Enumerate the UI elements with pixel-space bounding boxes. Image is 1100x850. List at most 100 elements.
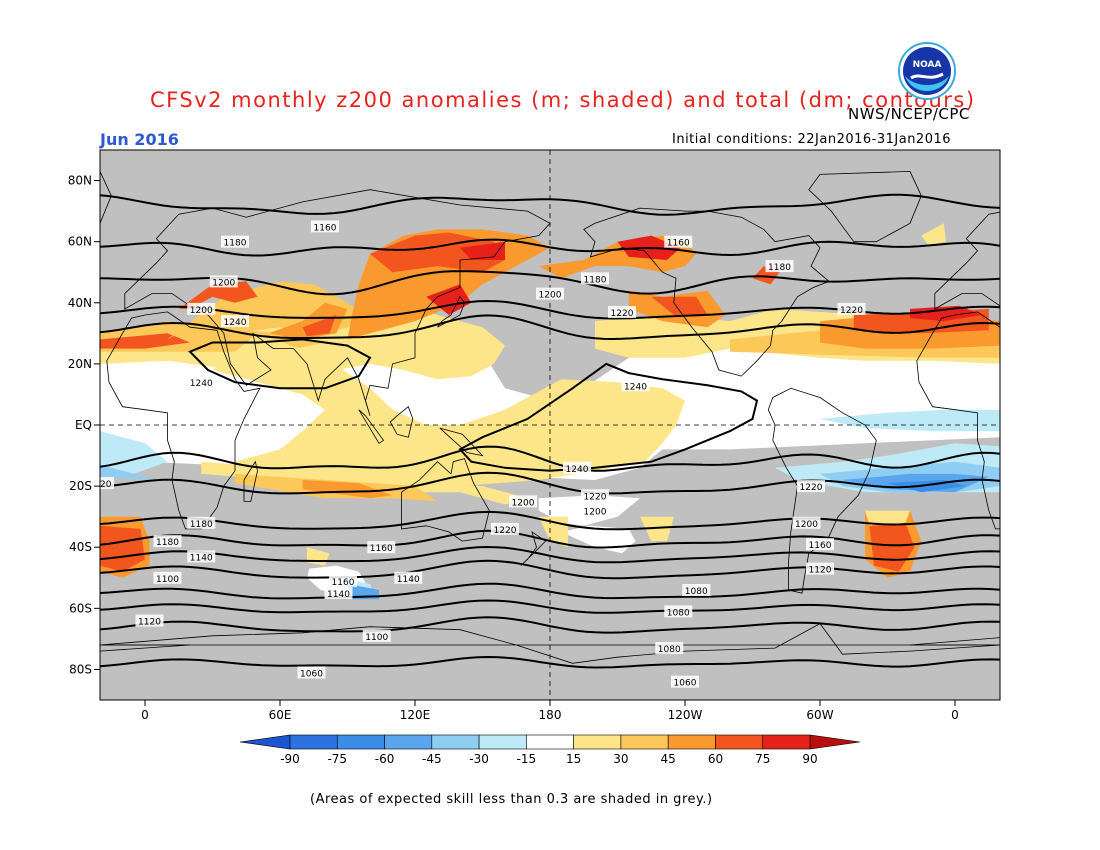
greenland-yellow-spot	[921, 223, 946, 245]
contour-label-background	[221, 315, 249, 328]
south-atlantic-yellow	[865, 510, 910, 526]
contour-label-background	[806, 538, 834, 551]
x-tick-label: 0	[951, 708, 959, 722]
africa-mid-blue	[100, 464, 157, 480]
new-zealand-coastline	[520, 530, 547, 566]
contour-label-background	[367, 541, 396, 554]
contour-label: 1080	[685, 587, 708, 597]
siberia-red-region	[370, 232, 505, 273]
x-tick-label: 120W	[668, 708, 703, 722]
contour-label-background	[329, 574, 357, 587]
atlantic-dark-red	[910, 305, 982, 322]
colorbar-swatch	[620, 734, 669, 750]
contour-label: 1220	[584, 492, 607, 502]
contour-label-background	[581, 504, 609, 517]
colorbar-swatch	[667, 734, 716, 750]
contour-label-background	[581, 489, 609, 502]
contour-label: 1060	[674, 679, 697, 689]
colorbar-swatch	[762, 734, 811, 750]
equatorial-atlantic-blue	[820, 409, 1000, 432]
contour-label: 1220	[611, 309, 634, 319]
europe-red-spot	[178, 281, 258, 309]
contour-label: 1220	[89, 480, 112, 490]
colorbar-swatch	[573, 734, 622, 750]
contour-label-background	[837, 302, 866, 315]
new-guinea-coastline	[439, 427, 484, 457]
y-tick-label: EQ	[75, 418, 92, 432]
contour-label-background	[187, 302, 216, 315]
colorbar-label: -75	[327, 752, 347, 766]
contour-label-background	[563, 461, 591, 474]
south-pacific-yellow-b	[640, 516, 674, 542]
contour-label-background	[765, 260, 794, 273]
contour-label-background	[491, 522, 519, 535]
colorbar-swatch	[384, 734, 433, 750]
contour-label-background	[536, 287, 564, 300]
eurasia-coastline	[124, 189, 551, 416]
contour-label-background	[797, 480, 825, 493]
contour-label: 1200	[795, 520, 818, 530]
skill-note: (Areas of expected skill less than 0.3 a…	[310, 792, 713, 807]
okhotsk-red-spot	[460, 241, 505, 260]
chart-title: CFSv2 monthly z200 anomalies (m; shaded)…	[150, 88, 976, 112]
contour-1100-south	[100, 599, 1000, 614]
y-tick-label: 80N	[68, 174, 92, 188]
colorbar-arrow-left	[239, 734, 291, 750]
contour-1240-high-pacific	[458, 362, 759, 472]
ne-red-band	[100, 333, 190, 349]
contour-label-background	[311, 220, 339, 233]
contour-1080-south	[100, 616, 1000, 634]
contour-label-background	[682, 584, 711, 596]
contour-1160-north	[100, 193, 1000, 216]
contour-label: 1200	[190, 306, 213, 316]
contour-1220-south	[100, 471, 1000, 495]
south-america-coastline-wrap	[0, 388, 66, 593]
contour-label: 1200	[512, 498, 535, 508]
noaa-logo-icon: NOAA	[898, 42, 956, 100]
contour-label-background	[324, 587, 353, 600]
contour-label-background	[135, 614, 164, 627]
colorbar-swatch	[478, 734, 527, 750]
sumatra-coastline	[358, 409, 385, 444]
contour-label: 1180	[584, 275, 607, 285]
colorbar-label: 90	[802, 752, 817, 766]
south-orange-dark	[302, 480, 393, 499]
contour-label-background	[297, 666, 326, 679]
contour-label-background	[153, 535, 182, 548]
contour-label-background	[187, 516, 216, 529]
colorbar-label: -30	[469, 752, 489, 766]
svg-text:NOAA: NOAA	[913, 60, 942, 70]
x-tick-label: 0	[141, 708, 149, 722]
contour-label: 1120	[138, 618, 161, 628]
contour-label: 1140	[190, 553, 213, 563]
contour-label-background	[581, 272, 609, 285]
contour-label-background	[362, 629, 391, 642]
plot-area: 1160 1180 1160 1200 1180 1220 1200 1240 1180 1200…	[0, 150, 1000, 700]
contour-label-background	[187, 376, 216, 389]
contour-label-background	[221, 235, 249, 248]
colorbar-swatch	[431, 734, 480, 750]
contour-1200-south	[100, 510, 1000, 531]
contour-label-background	[664, 235, 693, 248]
pacific-nw-red	[651, 296, 708, 315]
colorbar-label: 30	[613, 752, 628, 766]
contour-label-background	[621, 379, 650, 392]
colorbar-label: -45	[422, 752, 442, 766]
asia-red-spot	[302, 315, 337, 337]
y-tick-label: 60N	[68, 235, 92, 249]
colorbar-swatch	[715, 734, 764, 750]
contour-1120-south	[100, 582, 1000, 600]
contour-1240-north	[100, 314, 1000, 341]
contour-label: 1160	[332, 578, 355, 588]
contour-label: 1160	[809, 541, 832, 551]
greenland-coastline-wrap	[100, 170, 112, 224]
y-tick-label: 60S	[69, 601, 92, 615]
colorbar-label: 75	[755, 752, 770, 766]
contour-1200-north	[100, 270, 1000, 296]
contour-label: 1200	[539, 291, 562, 301]
y-tick-label: 40S	[69, 540, 92, 554]
contour-label: 1100	[156, 575, 179, 585]
contour-1180-north	[100, 238, 1000, 257]
colorbar-label: -15	[517, 752, 537, 766]
